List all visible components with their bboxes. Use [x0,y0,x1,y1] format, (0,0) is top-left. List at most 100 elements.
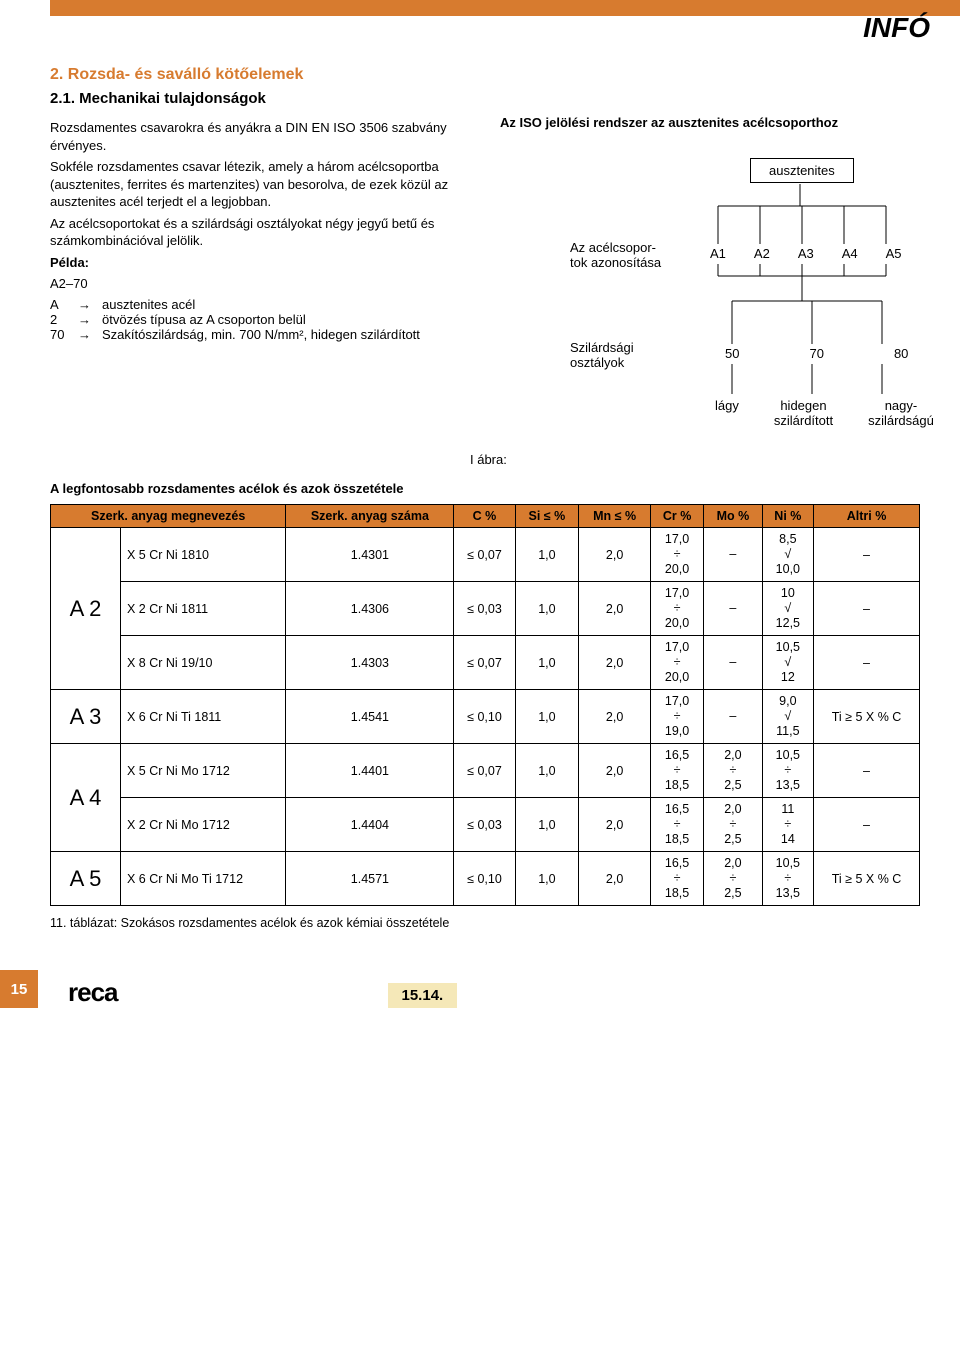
diagram-title: Az ISO jelölési rendszer az ausztenites … [500,115,920,130]
section-number: 15.14. [388,983,458,1008]
table-cell: 1,0 [515,744,579,798]
table-cell: – [814,636,920,690]
table-cell: X 6 Cr Ni Mo Ti 1712 [121,852,286,906]
group-cell: A 5 [51,852,121,906]
table-caption: 11. táblázat: Szokásos rozsdamentes acél… [50,916,920,930]
table-cell: 17,0÷20,0 [650,636,703,690]
table-cell: 10,5÷13,5 [762,852,813,906]
table-cell: ≤ 0,03 [454,582,515,636]
col-mo: Mo % [704,505,763,528]
table-cell: 2,0 [579,582,651,636]
col-material-name: Szerk. anyag megnevezés [51,505,286,528]
table-cell: 2,0 [579,690,651,744]
table-cell: X 2 Cr Ni Mo 1712 [121,798,286,852]
table-cell: 1,0 [515,690,579,744]
arrow-icon: → [78,327,96,342]
table-cell: 2,0÷2,5 [704,852,763,906]
table-cell: 16,5÷18,5 [650,744,703,798]
table-cell: 8,5√10,0 [762,528,813,582]
table-cell: – [704,582,763,636]
group-cell: A 3 [51,690,121,744]
col-material-num: Szerk. anyag száma [286,505,454,528]
col-si: Si ≤ % [515,505,579,528]
table-cell: 1.4301 [286,528,454,582]
table-cell: 1,0 [515,852,579,906]
table-cell: ≤ 0,10 [454,852,515,906]
table-cell: 2,0÷2,5 [704,798,763,852]
col-c: C % [454,505,515,528]
paragraph: Sokféle rozsdamentes csavar létezik, ame… [50,158,470,211]
table-cell: 17,0÷19,0 [650,690,703,744]
table-cell: ≤ 0,07 [454,744,515,798]
example-label: Példa: [50,254,470,272]
table-cell: ≤ 0,07 [454,636,515,690]
table-cell: – [814,798,920,852]
strength-descriptions: lágy hidegen szilárdított nagy-szilárdsá… [715,398,934,428]
table-cell: 17,0÷20,0 [650,528,703,582]
table-cell: 10,5√12 [762,636,813,690]
table-cell: 2,0 [579,636,651,690]
table-cell: – [704,690,763,744]
table-cell: 2,0 [579,528,651,582]
table-cell: – [814,744,920,798]
diagram-lines [500,136,940,436]
table-cell: 16,5÷18,5 [650,798,703,852]
table-cell: ≤ 0,03 [454,798,515,852]
table-cell: X 8 Cr Ni 19/10 [121,636,286,690]
table-cell: X 6 Cr Ni Ti 1811 [121,690,286,744]
table-cell: Ti ≥ 5 X % C [814,852,920,906]
col-ni: Ni % [762,505,813,528]
example-breakdown: A→ausztenites acél 2→ötvözés típusa az A… [50,297,470,342]
page-number: 15 [0,970,38,1008]
paragraph: Az acélcsoportokat és a szilárdsági oszt… [50,215,470,250]
table-cell: Ti ≥ 5 X % C [814,690,920,744]
group-ident-label: Az acélcsopor- tok azonosítása [570,240,661,270]
table-cell: 1,0 [515,582,579,636]
table-cell: 1.4541 [286,690,454,744]
reca-logo: reca [68,977,118,1008]
section-heading: 2. Rozsda- és saválló kötőelemek [50,66,920,84]
table-cell: 11÷14 [762,798,813,852]
steel-composition-table: Szerk. anyag megnevezés Szerk. anyag szá… [50,504,920,906]
table-cell: 2,0÷2,5 [704,744,763,798]
table-cell: ≤ 0,10 [454,690,515,744]
arrow-icon: → [78,312,96,327]
table-cell: X 5 Cr Ni 1810 [121,528,286,582]
table-cell: – [814,528,920,582]
text-column: Rozsdamentes csavarokra és anyákra a DIN… [50,115,470,446]
table-cell: 10√12,5 [762,582,813,636]
table-cell: – [704,636,763,690]
page-header-info: INFÓ [863,12,930,44]
table-cell: 1.4571 [286,852,454,906]
table-cell: 1.4401 [286,744,454,798]
strength-values: 50 70 80 [725,346,908,361]
table-cell: X 5 Cr Ni Mo 1712 [121,744,286,798]
table-cell: – [814,582,920,636]
table-cell: 9,0√11,5 [762,690,813,744]
col-cr: Cr % [650,505,703,528]
col-altri: Altri % [814,505,920,528]
col-mn: Mn ≤ % [579,505,651,528]
table-cell: ≤ 0,07 [454,528,515,582]
page-footer: 15 reca 15.14. [50,970,920,1008]
paragraph: Rozsdamentes csavarokra és anyákra a DIN… [50,119,470,154]
table-cell: 1.4306 [286,582,454,636]
table-cell: 10,5÷13,5 [762,744,813,798]
table-cell: 2,0 [579,852,651,906]
group-cell: A 2 [51,528,121,690]
table-cell: 1,0 [515,798,579,852]
group-cell: A 4 [51,744,121,852]
strength-class-label: Szilárdsági osztályok [570,340,634,370]
table-cell: 16,5÷18,5 [650,852,703,906]
table-cell: – [704,528,763,582]
steel-group-ids: A1 A2 A3 A4 A5 [710,246,902,261]
figure-caption: I ábra: [470,452,920,467]
top-accent-bar [50,0,960,16]
table-cell: 17,0÷20,0 [650,582,703,636]
subsection-heading: 2.1. Mechanikai tulajdonságok [50,90,920,107]
iso-diagram: ausztenites Az acélcsopor- tok azonosítá… [500,136,920,446]
table-cell: 2,0 [579,798,651,852]
table-cell: 1.4303 [286,636,454,690]
table-title: A legfontosabb rozsdamentes acélok és az… [50,481,920,496]
table-cell: 1,0 [515,528,579,582]
